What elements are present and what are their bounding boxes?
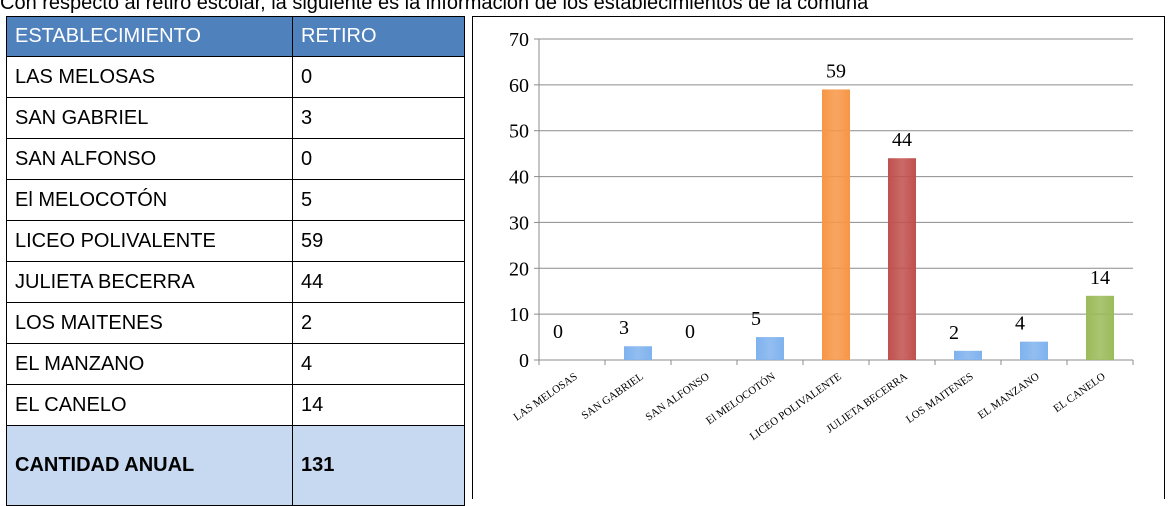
table-header-row: ESTABLECIMIENTO RETIRO (6, 16, 465, 57)
row-name: SAN ALFONSO (6, 138, 293, 180)
y-tick-label: 30 (509, 212, 529, 234)
data-label: 59 (826, 60, 846, 82)
category-label: EL CANELO (1051, 371, 1107, 415)
row-value: 3 (292, 97, 465, 139)
category-label: SAN ALFONSO (643, 371, 711, 424)
category-label: SAN GABRIEL (580, 370, 646, 422)
row-value: 44 (292, 261, 465, 303)
data-label: 3 (619, 317, 629, 339)
total-row: CANTIDAD ANUAL 131 (6, 425, 465, 506)
caption-text: Con respecto al retiro escolar, la sigui… (0, 0, 869, 14)
data-label: 0 (685, 321, 695, 343)
bar (1020, 341, 1048, 360)
bar (1086, 295, 1114, 360)
table-row: LAS MELOSAS 0 (6, 56, 465, 98)
category-label: EL MANZANO (976, 371, 1042, 422)
row-value: 59 (292, 220, 465, 262)
row-name: EL MANZANO (6, 343, 293, 385)
bar (756, 337, 784, 360)
data-label: 4 (1015, 313, 1025, 335)
row-value: 0 (292, 138, 465, 180)
row-name: LICEO POLIVALENTE (6, 220, 293, 262)
y-tick-label: 20 (509, 258, 529, 280)
retiro-table: ESTABLECIMIENTO RETIRO LAS MELOSAS 0 SAN … (6, 16, 465, 506)
category-label: LAS MELOSAS (512, 371, 580, 424)
table-row: SAN GABRIEL 3 (6, 97, 465, 139)
bar (624, 346, 652, 360)
data-label: 44 (892, 129, 912, 151)
data-label: 14 (1090, 267, 1110, 289)
data-label: 5 (751, 308, 761, 330)
row-name: LAS MELOSAS (6, 56, 293, 98)
bar (954, 350, 982, 360)
table-row: JULIETA BECERRA 44 (6, 261, 465, 303)
y-tick-label: 60 (509, 75, 529, 97)
row-name: JULIETA BECERRA (6, 261, 293, 303)
category-label: LOS MAITENES (904, 371, 976, 426)
row-name: SAN GABRIEL (6, 97, 293, 139)
row-value: 4 (292, 343, 465, 385)
table-row: EL MANZANO 4 (6, 343, 465, 385)
row-name: El MELOCOTÓN (6, 179, 293, 221)
table-row: El MELOCOTÓN 5 (6, 179, 465, 221)
table-row: LICEO POLIVALENTE 59 (6, 220, 465, 262)
total-label: CANTIDAD ANUAL (6, 425, 293, 506)
row-value: 0 (292, 56, 465, 98)
y-tick-label: 50 (509, 121, 529, 143)
data-label: 0 (553, 321, 563, 343)
y-tick-label: 40 (509, 167, 529, 189)
data-label: 2 (949, 322, 959, 344)
total-value: 131 (292, 425, 465, 506)
header-establecimiento: ESTABLECIMIENTO (6, 16, 293, 57)
bar (822, 89, 850, 360)
row-value: 14 (292, 384, 465, 426)
bar (888, 158, 916, 360)
table-row: SAN ALFONSO 0 (6, 138, 465, 180)
y-tick-label: 0 (519, 350, 529, 372)
table-row: EL CANELO 14 (6, 384, 465, 426)
header-retiro: RETIRO (292, 16, 465, 57)
y-tick-label: 10 (509, 304, 529, 326)
row-name: LOS MAITENES (6, 302, 293, 344)
table-row: LOS MAITENES 2 (6, 302, 465, 344)
row-value: 2 (292, 302, 465, 344)
y-tick-label: 70 (509, 29, 529, 51)
row-value: 5 (292, 179, 465, 221)
bar-chart: 0 10 20 30 40 50 60 70 0 LAS MELOSAS 3 SAN GABRIEL 0… (472, 16, 1165, 499)
row-name: EL CANELO (6, 384, 293, 426)
